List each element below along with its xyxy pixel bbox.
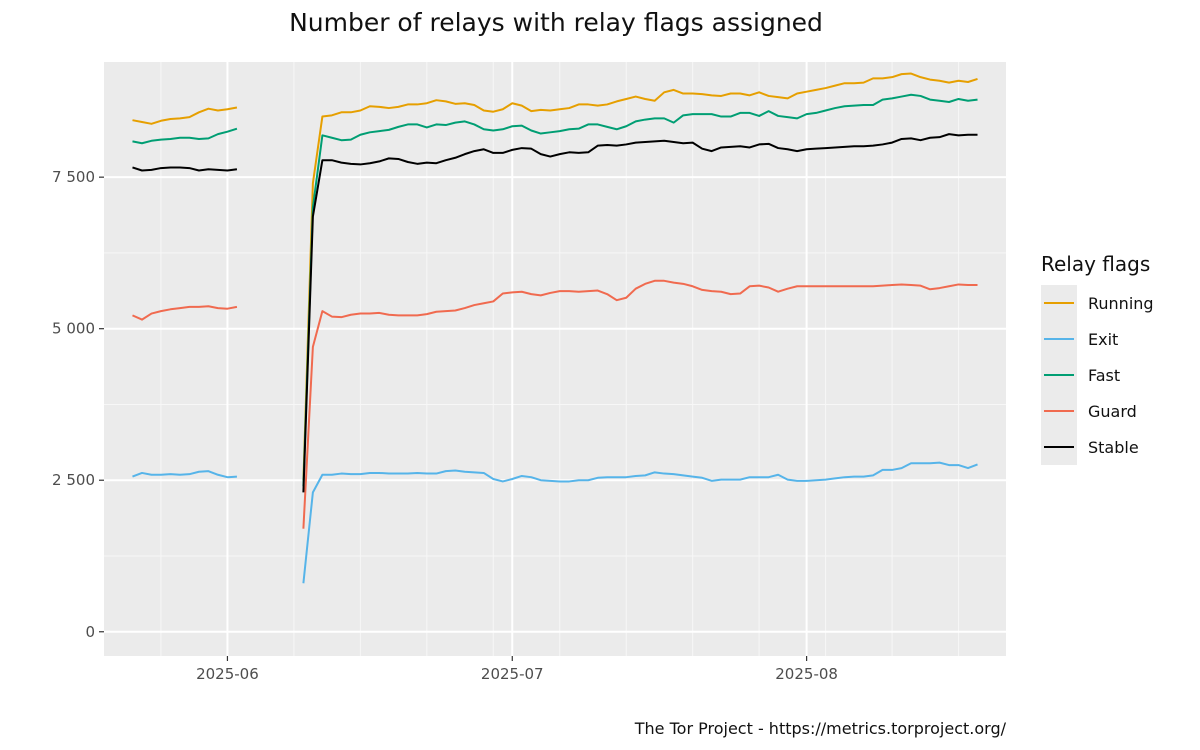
series-running	[132, 72, 978, 481]
chart-title: Number of relays with relay flags assign…	[289, 8, 823, 37]
plot-panel	[104, 62, 1006, 656]
y-tick-label: 7 500	[52, 168, 95, 186]
series-line-fast	[302, 93, 978, 487]
y-tick-label: 5 000	[52, 320, 95, 338]
series-line-guard	[302, 279, 978, 529]
axis-ticks: 0 2 500 5 000 7 500 2025-06 2025-07 2025-08	[52, 168, 838, 683]
series-line-exit	[302, 461, 978, 584]
legend-title: Relay flags	[1041, 252, 1150, 276]
series-line-running	[132, 106, 238, 125]
series-line-fast	[132, 127, 238, 145]
x-tick-label: 2025-07	[481, 665, 544, 683]
source-caption: The Tor Project - https://metrics.torpro…	[634, 719, 1007, 738]
y-tick-label: 0	[85, 623, 95, 641]
legend-label-fast: Fast	[1088, 366, 1120, 385]
y-tick-label: 2 500	[52, 471, 95, 489]
series-line-exit	[132, 470, 237, 479]
legend-label-guard: Guard	[1088, 402, 1137, 421]
series-lines	[132, 72, 978, 584]
series-stable	[132, 133, 978, 493]
x-tick-label: 2025-08	[775, 665, 838, 683]
legend-label-exit: Exit	[1088, 330, 1118, 349]
legend: Relay flags Running Exit Fast Guard Stable	[1041, 252, 1154, 465]
series-guard	[132, 279, 978, 529]
series-line-stable	[302, 133, 978, 493]
series-line-running	[302, 72, 978, 481]
series-exit	[132, 461, 978, 584]
x-tick-label: 2025-06	[196, 665, 259, 683]
legend-label-running: Running	[1088, 294, 1154, 313]
series-fast	[132, 93, 978, 487]
legend-label-stable: Stable	[1088, 438, 1139, 457]
series-line-guard	[132, 305, 238, 321]
series-line-stable	[132, 166, 238, 172]
